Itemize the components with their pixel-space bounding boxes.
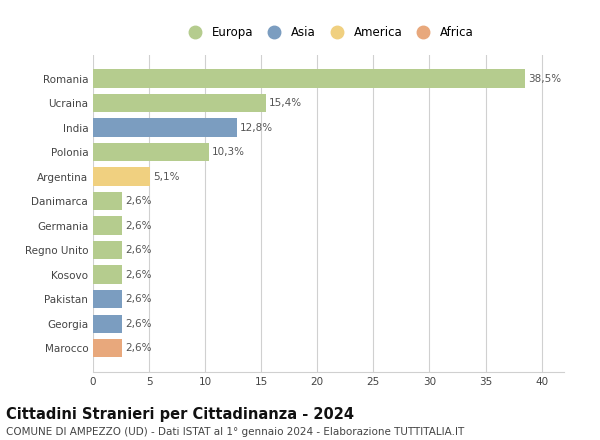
Bar [93,192,122,210]
Bar [93,241,122,259]
Text: 2,6%: 2,6% [125,294,152,304]
Bar [93,70,525,88]
Text: 2,6%: 2,6% [125,196,152,206]
Legend: Europa, Asia, America, Africa: Europa, Asia, America, Africa [180,23,477,43]
Bar [93,265,122,284]
Bar [93,315,122,333]
Bar [93,168,150,186]
Text: 15,4%: 15,4% [269,98,302,108]
Text: 2,6%: 2,6% [125,319,152,329]
Bar [93,290,122,308]
Text: COMUNE DI AMPEZZO (UD) - Dati ISTAT al 1° gennaio 2024 - Elaborazione TUTTITALIA: COMUNE DI AMPEZZO (UD) - Dati ISTAT al 1… [6,427,464,437]
Bar [93,94,266,112]
Text: 2,6%: 2,6% [125,220,152,231]
Text: 10,3%: 10,3% [212,147,245,157]
Bar [93,118,236,137]
Text: 2,6%: 2,6% [125,343,152,353]
Bar [93,216,122,235]
Text: 5,1%: 5,1% [154,172,180,182]
Text: 2,6%: 2,6% [125,270,152,280]
Bar [93,143,209,161]
Text: 2,6%: 2,6% [125,245,152,255]
Text: 38,5%: 38,5% [528,73,561,84]
Text: Cittadini Stranieri per Cittadinanza - 2024: Cittadini Stranieri per Cittadinanza - 2… [6,407,354,422]
Text: 12,8%: 12,8% [240,123,273,132]
Bar [93,339,122,357]
